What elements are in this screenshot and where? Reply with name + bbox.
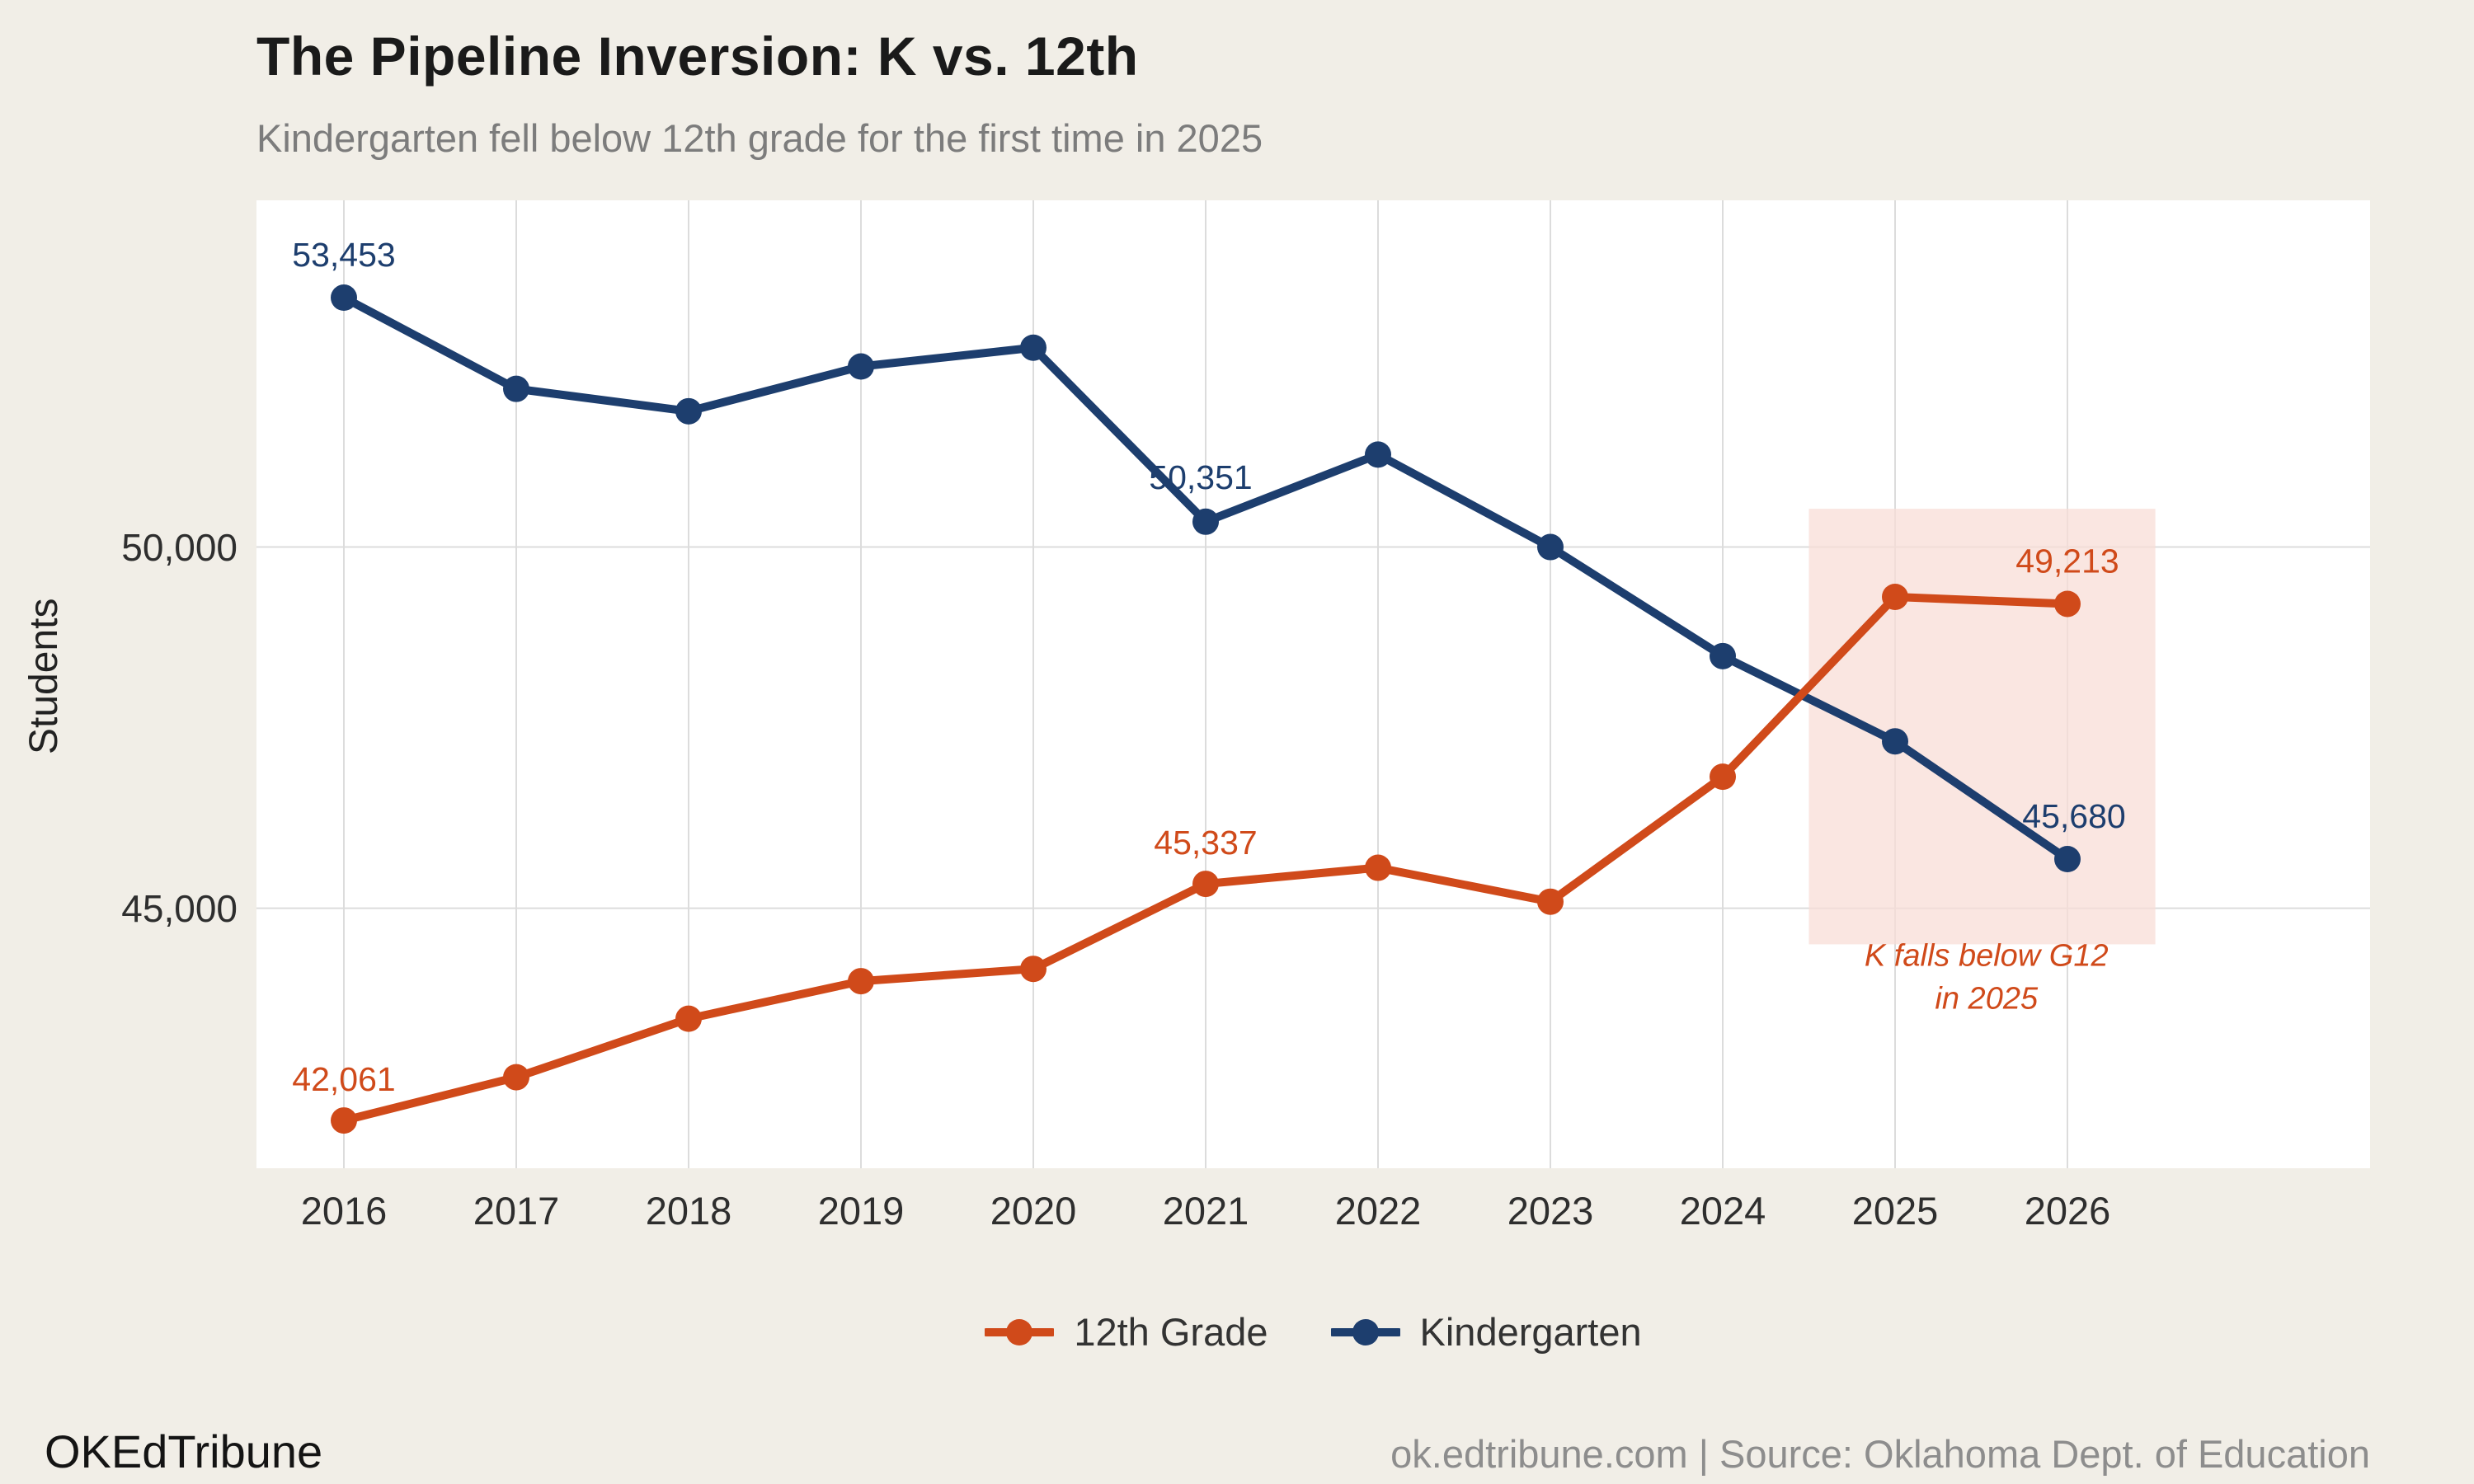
x-tick-label: 2020 <box>990 1189 1077 1233</box>
x-tick-label: 2025 <box>1851 1189 1939 1233</box>
legend: 12th Grade Kindergarten <box>256 1309 2370 1355</box>
legend-item-kindergarten: Kindergarten <box>1330 1309 1642 1355</box>
data-point <box>675 1005 702 1032</box>
y-tick-label: 50,000 <box>121 525 238 569</box>
x-tick-label: 2022 <box>1334 1189 1422 1233</box>
legend-marker-icon <box>985 1318 1055 1345</box>
x-tick-label: 2018 <box>645 1189 732 1233</box>
legend-label: Kindergarten <box>1419 1310 1642 1354</box>
data-point <box>503 375 529 402</box>
legend-item-12th-grade: 12th Grade <box>985 1309 1268 1355</box>
data-point <box>1537 888 1564 915</box>
x-tick-label: 2024 <box>1679 1189 1766 1233</box>
data-point <box>1882 728 1908 755</box>
data-point <box>1710 763 1736 791</box>
brand-name: OKEdTribune <box>45 1425 323 1477</box>
chart-canvas: 53,453 50,351 45,680 42,061 45,337 49,213 K fa… <box>256 200 2370 1168</box>
data-point <box>1192 871 1219 898</box>
data-point <box>1192 508 1219 535</box>
data-point <box>1882 583 1908 610</box>
x-tick-label: 2023 <box>1507 1189 1594 1233</box>
data-point <box>1710 642 1736 669</box>
y-tick-label: 45,000 <box>121 886 238 930</box>
data-point <box>1020 956 1047 983</box>
data-point <box>1365 441 1391 468</box>
data-point <box>331 284 357 312</box>
x-tick-label: 2019 <box>817 1189 905 1233</box>
point-label: 50,351 <box>1149 458 1252 496</box>
x-tick-label: 2017 <box>473 1189 560 1233</box>
source-attribution: ok.edtribune.com | Source: Oklahoma Dept… <box>1390 1432 2370 1476</box>
chart-subtitle: Kindergarten fell below 12th grade for t… <box>256 116 1263 160</box>
annotation-line: K falls below G12 <box>1865 939 2109 974</box>
point-label: 45,337 <box>1154 824 1257 862</box>
data-point <box>1365 854 1391 881</box>
plot-area: 53,453 50,351 45,680 42,061 45,337 49,213 K fa… <box>256 200 2370 1168</box>
data-point <box>503 1064 529 1091</box>
data-point <box>2054 590 2081 618</box>
data-point <box>331 1107 357 1134</box>
point-label: 53,453 <box>292 236 395 274</box>
data-point <box>1537 533 1564 561</box>
point-label: 45,680 <box>2022 797 2125 835</box>
data-point <box>2054 846 2081 873</box>
data-point <box>848 353 874 380</box>
point-label: 42,061 <box>292 1060 395 1098</box>
point-label: 49,213 <box>2015 542 2119 580</box>
data-point <box>1020 334 1047 361</box>
footer: OKEdTribune ok.edtribune.com | Source: O… <box>45 1425 2370 1478</box>
x-tick-label: 2026 <box>2024 1189 2111 1233</box>
legend-marker-icon <box>1330 1318 1400 1345</box>
data-point <box>848 968 874 995</box>
legend-label: 12th Grade <box>1074 1310 1268 1354</box>
data-point <box>675 397 702 425</box>
annotation-line: in 2025 <box>1935 982 2039 1017</box>
x-tick-label: 2021 <box>1162 1189 1249 1233</box>
x-tick-label: 2016 <box>300 1189 388 1233</box>
chart-title: The Pipeline Inversion: K vs. 12th <box>256 26 1139 87</box>
